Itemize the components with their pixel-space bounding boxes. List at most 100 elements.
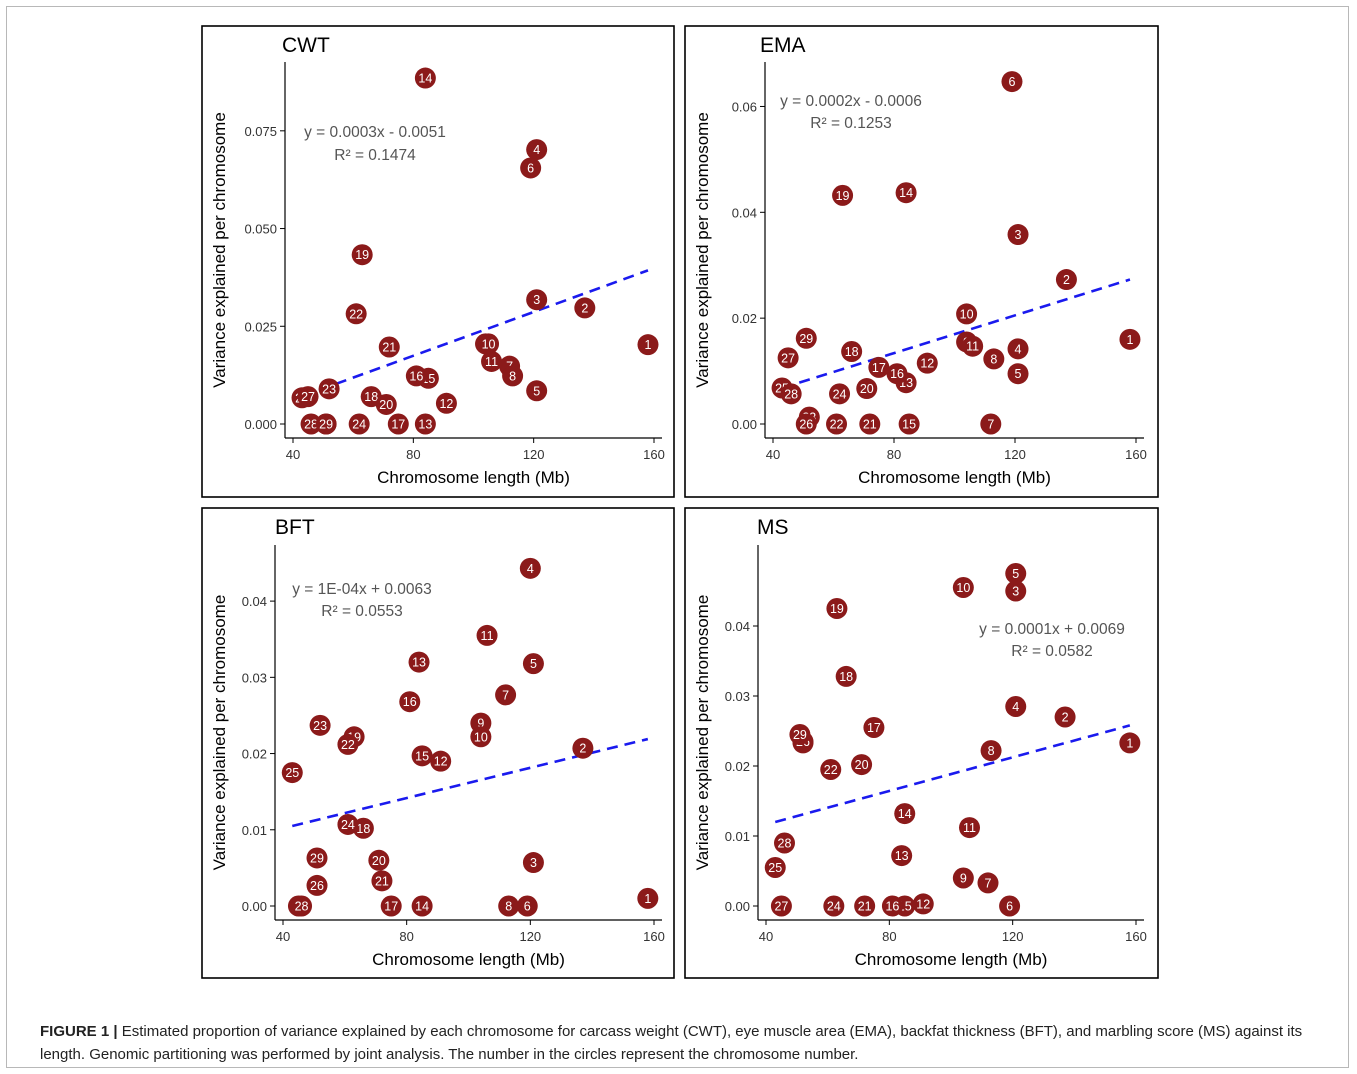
y-axis-label: Variance explained per chromosome	[210, 112, 229, 388]
point-label: 25	[768, 861, 782, 875]
chromosome-point-16: 16	[881, 895, 903, 917]
y-tick-label: 0.050	[244, 222, 277, 237]
point-label: 17	[867, 721, 881, 735]
point-label: 28	[295, 900, 309, 914]
point-label: 10	[960, 307, 974, 321]
point-marker	[1005, 563, 1027, 584]
y-tick-label: 0.02	[725, 759, 750, 774]
point-marker	[378, 336, 400, 358]
point-label: 14	[898, 807, 912, 821]
point-label: 22	[349, 307, 363, 321]
point-marker	[764, 857, 786, 878]
x-tick-label: 80	[399, 929, 413, 944]
point-marker	[637, 887, 659, 909]
point-label: 24	[341, 818, 355, 832]
chromosome-point-21: 21	[371, 870, 393, 892]
point-marker	[895, 182, 917, 204]
point-label: 3	[533, 293, 540, 307]
point-marker	[780, 383, 802, 405]
panel-border	[201, 507, 675, 979]
chromosome-point-3: 3	[1005, 580, 1027, 602]
trend-line	[291, 737, 649, 828]
point-label: 9	[477, 717, 484, 731]
chromosome-point-10: 10	[952, 577, 974, 598]
chromosome-point-28: 28	[300, 413, 322, 435]
chromosome-point-7: 7	[977, 872, 999, 894]
point-marker	[476, 624, 498, 646]
point-label: 15	[415, 749, 429, 763]
point-marker	[481, 350, 503, 372]
point-label: 4	[527, 562, 534, 576]
trend-line	[781, 278, 1131, 390]
point-marker	[841, 340, 863, 362]
panel-title: BFT	[275, 516, 315, 539]
point-marker	[1005, 696, 1027, 717]
point-label: 1	[644, 892, 651, 906]
point-marker	[916, 352, 938, 374]
chromosome-point-11: 11	[476, 624, 498, 646]
point-label: 21	[863, 418, 877, 432]
point-label: 15	[902, 418, 916, 432]
point-marker	[430, 750, 452, 772]
caption-label: FIGURE 1 |	[40, 1023, 118, 1040]
y-tick-label: 0.04	[732, 205, 757, 220]
chromosome-point-10: 10	[470, 726, 492, 748]
chromosome-point-24: 24	[829, 383, 851, 405]
x-tick-label: 80	[882, 929, 896, 944]
point-marker	[375, 393, 397, 415]
point-marker	[478, 333, 500, 355]
chromosome-point-5: 5	[522, 653, 544, 675]
chromosome-point-19: 19	[832, 184, 854, 206]
chromosome-point-7: 7	[495, 684, 517, 706]
chromosome-point-1: 1	[637, 887, 659, 909]
point-label: 19	[830, 602, 844, 616]
figure-frame	[6, 6, 1349, 1068]
x-tick-label: 80	[406, 447, 420, 462]
point-marker	[789, 724, 811, 745]
point-marker	[516, 895, 538, 917]
point-marker	[1005, 580, 1027, 602]
point-label: 8	[509, 369, 516, 383]
point-marker	[408, 651, 430, 673]
point-label: 29	[319, 418, 333, 432]
point-marker	[502, 365, 524, 387]
chromosome-point-7: 7	[980, 413, 1002, 435]
y-tick-label: 0.00	[725, 899, 750, 914]
point-label: 18	[364, 390, 378, 404]
point-marker	[306, 874, 328, 896]
point-marker	[318, 378, 340, 400]
chromosome-point-19: 19	[826, 598, 848, 619]
panel-title: CWT	[282, 34, 330, 57]
point-marker	[980, 740, 1002, 762]
point-label: 1	[1126, 736, 1133, 750]
point-label: 13	[412, 656, 426, 670]
chromosome-point-11: 11	[962, 335, 984, 357]
panel-title: EMA	[760, 34, 806, 57]
point-marker	[962, 335, 984, 357]
chromosome-point-15: 15	[411, 745, 433, 767]
point-marker	[1001, 71, 1023, 93]
point-label: 28	[784, 387, 798, 401]
y-tick-label: 0.02	[242, 747, 267, 762]
point-label: 18	[839, 670, 853, 684]
chromosome-point-27: 27	[777, 347, 799, 369]
chromosome-point-22: 22	[820, 759, 842, 780]
y-tick-label: 0.075	[244, 124, 277, 139]
point-marker	[777, 347, 799, 369]
point-marker	[1007, 363, 1029, 385]
point-marker	[414, 413, 436, 435]
chromosome-point-23: 23	[318, 378, 340, 400]
point-marker	[414, 67, 436, 89]
trend-line	[301, 269, 649, 398]
point-marker	[348, 413, 370, 435]
y-tick-label: 0.01	[242, 823, 267, 838]
point-marker	[835, 665, 857, 687]
point-label: 4	[533, 143, 540, 157]
y-axis-label: Variance explained per chromosome	[693, 112, 712, 388]
chromosome-point-4: 4	[519, 557, 541, 579]
chromosome-point-13: 13	[414, 413, 436, 435]
caption-text: Estimated proportion of variance explain…	[40, 1023, 1303, 1063]
point-label: 9	[960, 872, 967, 886]
y-tick-label: 0.02	[732, 311, 757, 326]
